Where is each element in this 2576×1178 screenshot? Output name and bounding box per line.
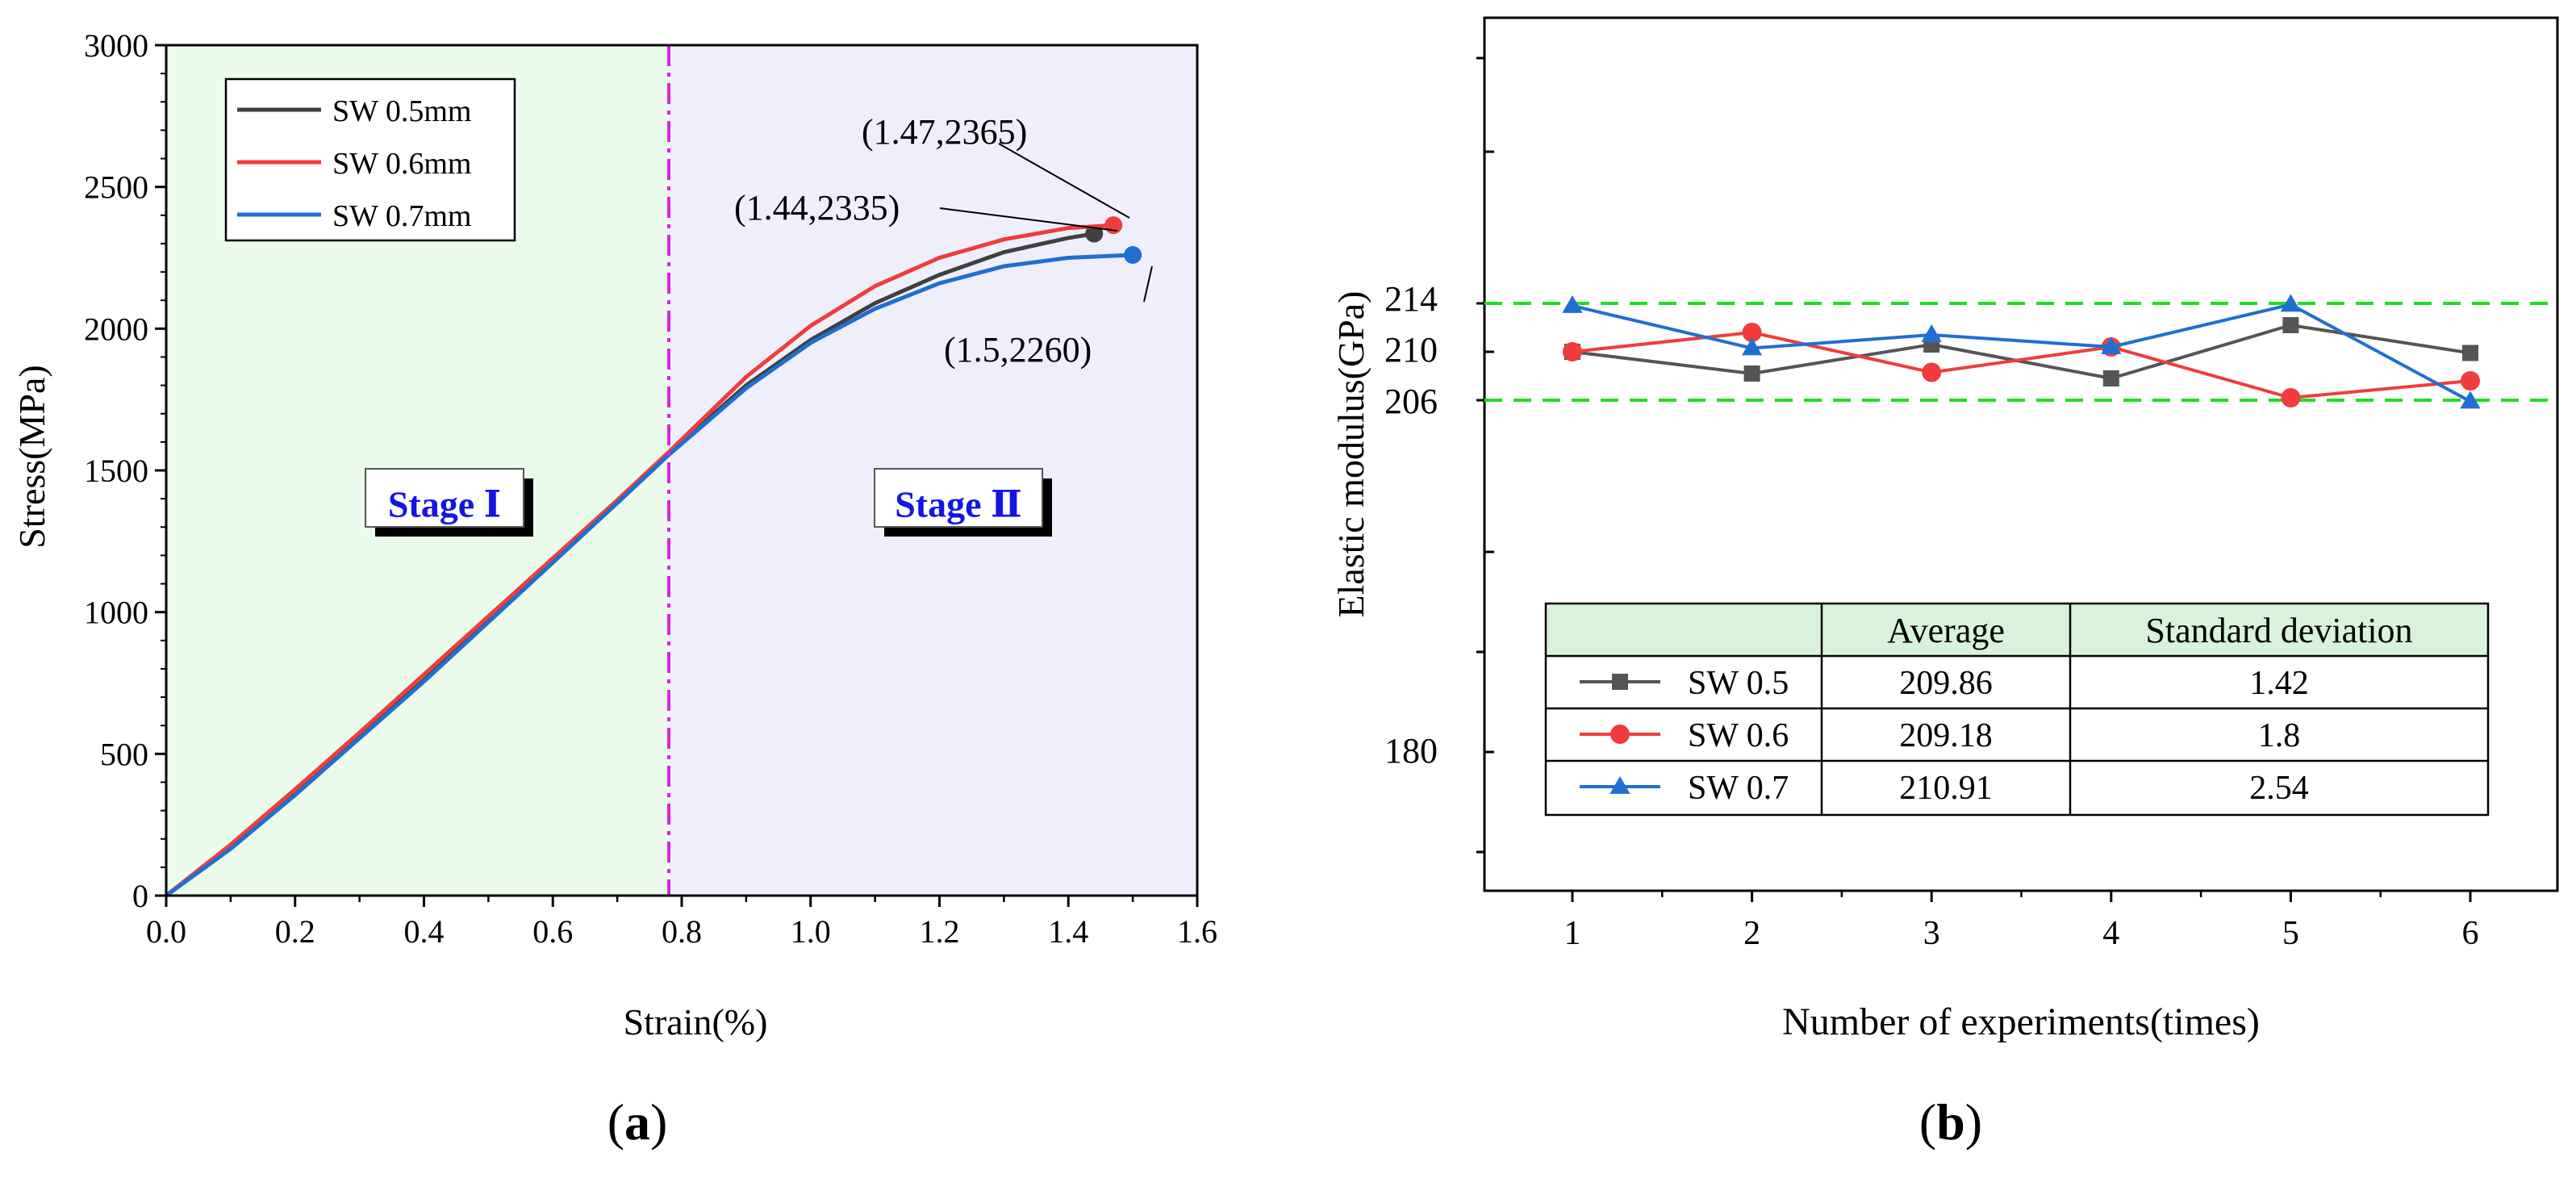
y-tick-label-a: 2000 bbox=[84, 311, 148, 347]
stage-2-label: Stage Ⅱ bbox=[874, 468, 1052, 537]
point-sw05 bbox=[2282, 317, 2299, 333]
point-sw07 bbox=[2101, 336, 2122, 354]
point-sw07 bbox=[1742, 337, 1763, 356]
table-row-std: 1.8 bbox=[2258, 717, 2301, 754]
table-row-name: SW 0.5 bbox=[1688, 665, 1789, 702]
table-row-std: 1.42 bbox=[2249, 665, 2309, 702]
x-tick-label-b: 3 bbox=[1923, 915, 1940, 952]
point-sw05 bbox=[2462, 345, 2478, 361]
y-tick-label-180: 180 bbox=[1384, 731, 1438, 771]
point-sw07 bbox=[1562, 294, 1583, 313]
y-tick-label-210: 210 bbox=[1384, 330, 1438, 370]
x-tick-label-b: 5 bbox=[2282, 915, 2299, 952]
table-row-average: 210.91 bbox=[1899, 770, 1993, 807]
x-tick-label-a: 0.8 bbox=[662, 913, 702, 950]
table-row-average: 209.86 bbox=[1899, 665, 1993, 702]
point-sw07 bbox=[2460, 391, 2481, 409]
x-axis-label-a: Strain(%) bbox=[624, 1001, 768, 1042]
y-axis-label-b: Elastic modulus(GPa) bbox=[1330, 291, 1372, 618]
x-tick-label-b: 1 bbox=[1564, 915, 1581, 952]
x-tick-label-b: 2 bbox=[1743, 915, 1760, 952]
stage-1-label: Stage Ⅰ bbox=[365, 468, 533, 537]
series-line-sw07 bbox=[1572, 303, 2471, 403]
y-tick-label-a: 1500 bbox=[84, 453, 148, 489]
modulus-series bbox=[1562, 294, 2481, 409]
point-sw06 bbox=[1922, 362, 1942, 382]
annotation-2: (1.44,2335) bbox=[734, 188, 900, 228]
y-tick-label-a: 3000 bbox=[84, 27, 148, 64]
table-row-std: 2.54 bbox=[2249, 770, 2309, 807]
point-sw06 bbox=[1563, 342, 1582, 361]
caption-a: (a) bbox=[607, 1093, 668, 1151]
table-row-name: SW 0.7 bbox=[1688, 770, 1789, 807]
table-row-name: SW 0.6 bbox=[1688, 717, 1789, 754]
x-tick-label-a: 0.0 bbox=[146, 913, 186, 950]
table-header-std: Standard deviation bbox=[2145, 611, 2412, 650]
annotation-3: (1.5,2260) bbox=[944, 330, 1092, 370]
legend-a: SW 0.5mm SW 0.6mm SW 0.7mm bbox=[224, 77, 516, 242]
y-axis-ticks-b bbox=[1476, 56, 1494, 854]
legend-label-sw05: SW 0.5mm bbox=[332, 94, 471, 128]
table-legend-marker bbox=[1612, 674, 1628, 690]
annotation-1: (1.47,2365) bbox=[862, 112, 1027, 152]
y-tick-label-a: 0 bbox=[132, 878, 148, 914]
table-legend-marker bbox=[1610, 725, 1630, 744]
statistics-table: Average Standard deviation SW 0.5 209.86 1… bbox=[1544, 602, 2490, 817]
y-tick-label-206: 206 bbox=[1384, 382, 1438, 421]
x-tick-label-a: 1.2 bbox=[920, 913, 960, 950]
legend-label-sw06: SW 0.6mm bbox=[332, 147, 471, 181]
end-point-1 bbox=[1104, 216, 1123, 235]
end-point-2 bbox=[1124, 245, 1142, 264]
x-axis-ticks-b: 1 2 3 4 5 6 bbox=[1564, 891, 2479, 952]
x-tick-label-a: 1.6 bbox=[1177, 913, 1217, 950]
y-tick-label-214: 214 bbox=[1384, 279, 1438, 319]
y-tick-label-a: 1000 bbox=[84, 595, 148, 631]
table-row-average: 209.18 bbox=[1899, 717, 1993, 754]
caption-b: (b) bbox=[1919, 1093, 1982, 1151]
legend-label-sw07: SW 0.7mm bbox=[332, 199, 471, 233]
point-sw06 bbox=[2281, 388, 2301, 407]
point-sw06 bbox=[1742, 323, 1762, 342]
point-sw05 bbox=[1743, 366, 1760, 382]
x-tick-label-a: 1.0 bbox=[791, 913, 831, 950]
x-axis-ticks-a: 0.0 0.2 0.4 0.6 0.8 1.0 1.2 1.4 1.6 bbox=[146, 896, 1217, 950]
table-header-average: Average bbox=[1887, 611, 2005, 650]
x-tick-label-b: 6 bbox=[2462, 915, 2479, 952]
point-sw07 bbox=[2280, 294, 2301, 312]
x-tick-label-b: 4 bbox=[2102, 915, 2119, 952]
x-axis-label-b: Number of experiments(times) bbox=[1782, 1000, 2260, 1043]
end-point-0 bbox=[1085, 224, 1104, 243]
table-header-bg bbox=[1546, 604, 2488, 656]
annotation-leader-3 bbox=[1143, 265, 1153, 303]
x-tick-label-a: 0.2 bbox=[275, 913, 315, 950]
y-axis-ticks-a: 0 500 1000 1500 2000 2500 3000 bbox=[84, 27, 166, 914]
y-tick-label-a: 2500 bbox=[84, 169, 148, 206]
x-tick-label-a: 0.4 bbox=[404, 913, 445, 950]
x-tick-label-a: 0.6 bbox=[532, 913, 573, 950]
annotation-leader-1 bbox=[998, 143, 1130, 219]
table-legend-marker bbox=[1609, 775, 1630, 794]
panel-a: 0.0 0.2 0.4 0.6 0.8 1.0 1.2 1.4 1.6 0 500 1000 1500… bbox=[11, 27, 1217, 1042]
svg-text:Stage Ⅱ: Stage Ⅱ bbox=[895, 484, 1022, 525]
y-tick-label-a: 500 bbox=[100, 736, 148, 772]
series-line-sw06 bbox=[1572, 330, 2471, 400]
curve-sw07mm bbox=[165, 253, 1134, 898]
plot-frame-b bbox=[1483, 16, 2559, 892]
point-sw05 bbox=[2102, 370, 2119, 386]
series-line-sw05 bbox=[1572, 323, 2471, 381]
curve-sw06mm bbox=[165, 223, 1114, 897]
stress-strain-curves bbox=[165, 216, 1142, 898]
y-axis-label-a: Stress(MPa) bbox=[11, 365, 52, 548]
svg-text:Stage Ⅰ: Stage Ⅰ bbox=[388, 484, 501, 525]
point-sw07 bbox=[1921, 324, 1942, 342]
x-tick-label-a: 1.4 bbox=[1048, 913, 1088, 950]
panel-b: 1 2 3 4 5 6 214 210 206 180 Number of experim… bbox=[1330, 16, 2559, 1043]
annotation-leader-2 bbox=[939, 207, 1118, 232]
point-sw06 bbox=[2461, 371, 2480, 391]
